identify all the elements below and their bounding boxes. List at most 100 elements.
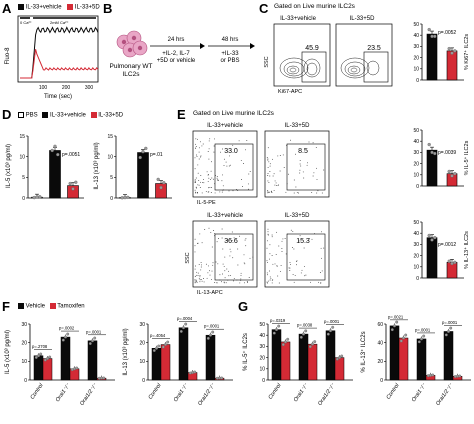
data-point [450, 261, 454, 266]
panel-f-letter: F [2, 299, 10, 314]
y-tick-label: 15 [19, 134, 25, 140]
flow-event-dot [267, 190, 269, 191]
flow-event-dot [201, 264, 202, 266]
flow-event-dot [306, 164, 308, 166]
flow-event-dot [196, 156, 198, 158]
bar-tamoxifen [160, 344, 171, 381]
bar [426, 237, 438, 279]
flow-event-dot [213, 230, 214, 231]
flow-event-dot [194, 282, 196, 284]
data-point [164, 343, 167, 346]
flow-event-dot [209, 187, 211, 188]
data-point [427, 142, 431, 147]
flow-event-dot [200, 262, 202, 264]
flow-event-dot [318, 281, 319, 283]
flow-event-dot [195, 274, 197, 276]
flow-event-dot [225, 282, 227, 284]
x-category-label: Control [386, 382, 402, 401]
flow-event-dot [195, 186, 197, 188]
y-tick-label: 0 [416, 78, 419, 84]
data-point [458, 374, 462, 378]
data-point [447, 330, 450, 333]
flow-event-dot [299, 235, 301, 237]
flow-event-dot [210, 278, 212, 280]
y-tick-label: 40 [259, 333, 265, 339]
y-tick-label: 60 [377, 322, 383, 328]
flow-event-dot [227, 239, 229, 241]
flow-event-dot [216, 241, 218, 243]
flow-event-dot [221, 228, 223, 230]
data-point [162, 181, 166, 185]
flow-event-dot [200, 175, 202, 176]
flow-event-dot [288, 267, 290, 269]
flow-event-dot [211, 187, 213, 189]
flow-event-dot [282, 154, 284, 156]
bar-tamoxifen [280, 341, 291, 381]
flow-event-dot [211, 161, 212, 163]
flow-event-dot [296, 264, 297, 266]
flow-event-dot [211, 270, 213, 272]
flow-event-dot [321, 270, 323, 272]
flow-event-dot [271, 234, 273, 236]
data-point [395, 320, 399, 324]
panel-d-letter: D [2, 107, 12, 122]
flow-event-dot [267, 280, 269, 282]
flow-event-dot [222, 174, 224, 176]
flow-event-dot [303, 265, 305, 267]
flow-event-dot [245, 245, 247, 247]
flow-event-dot [200, 279, 202, 280]
flow-event-dot [293, 179, 295, 181]
data-point [447, 259, 451, 263]
bar [426, 33, 438, 81]
flow-event-dot [216, 282, 218, 284]
flow-event-dot [240, 278, 242, 280]
flow-event-dot [282, 238, 284, 240]
flow-event-dot [207, 272, 209, 274]
p-value-label: p=.0021 [388, 314, 404, 319]
flow-event-dot [195, 146, 197, 148]
y-tick-label: 10 [21, 359, 27, 365]
flow-event-dot [231, 239, 233, 241]
flow-event-dot [207, 174, 209, 176]
p-value-label: p=.0001 [324, 319, 340, 324]
data-point [313, 340, 317, 344]
data-point [138, 155, 142, 160]
d-ylabel: IL-13 (x10³ pg/ml) [94, 142, 100, 189]
flow-event-dot [200, 266, 202, 268]
flow-event-dot [197, 172, 199, 174]
flow-event-dot [197, 184, 199, 186]
y-tick-label: 10 [259, 367, 265, 373]
flow-event-dot [221, 189, 223, 191]
panel-e-title: Gated on Live murine ILC2s [193, 110, 274, 117]
flow-event-dot [194, 268, 196, 270]
e-bottom-plot2-frame [264, 220, 330, 288]
flow-event-dot [244, 263, 246, 265]
flow-event-dot [236, 189, 237, 190]
flow-event-dot [269, 171, 271, 172]
flow-event-dot [267, 228, 269, 230]
e-bottom-plot1-value: 36.6 [224, 238, 238, 245]
flow-event-dot [210, 170, 212, 172]
flow-event-dot [316, 178, 318, 180]
panel-b-schematic: Pulmonary WT ILC2s 24 hrs +IL-2, IL-7 +5… [110, 30, 255, 78]
flow-event-dot [196, 138, 198, 140]
flow-event-dot [275, 254, 277, 256]
flow-event-dot [307, 162, 308, 164]
flow-event-dot [194, 182, 196, 183]
flow-event-dot [195, 265, 196, 267]
flow-event-dot [308, 141, 310, 143]
flow-event-dot [278, 282, 280, 284]
c-yaxis: SSC [264, 56, 270, 67]
flow-event-dot [303, 247, 305, 249]
step2-line1: +IL-33 [221, 51, 239, 57]
flow-event-dot [218, 238, 219, 239]
c-plot1-contours [279, 57, 321, 79]
flow-event-dot [268, 161, 270, 163]
trace-vehicle-line [20, 26, 99, 79]
flow-event-dot [284, 238, 286, 239]
flow-event-dot [271, 236, 273, 238]
p-value-label: p=.0001 [442, 320, 458, 325]
data-point [88, 342, 92, 345]
flow-event-dot [197, 272, 199, 274]
flow-event-dot [239, 282, 241, 284]
